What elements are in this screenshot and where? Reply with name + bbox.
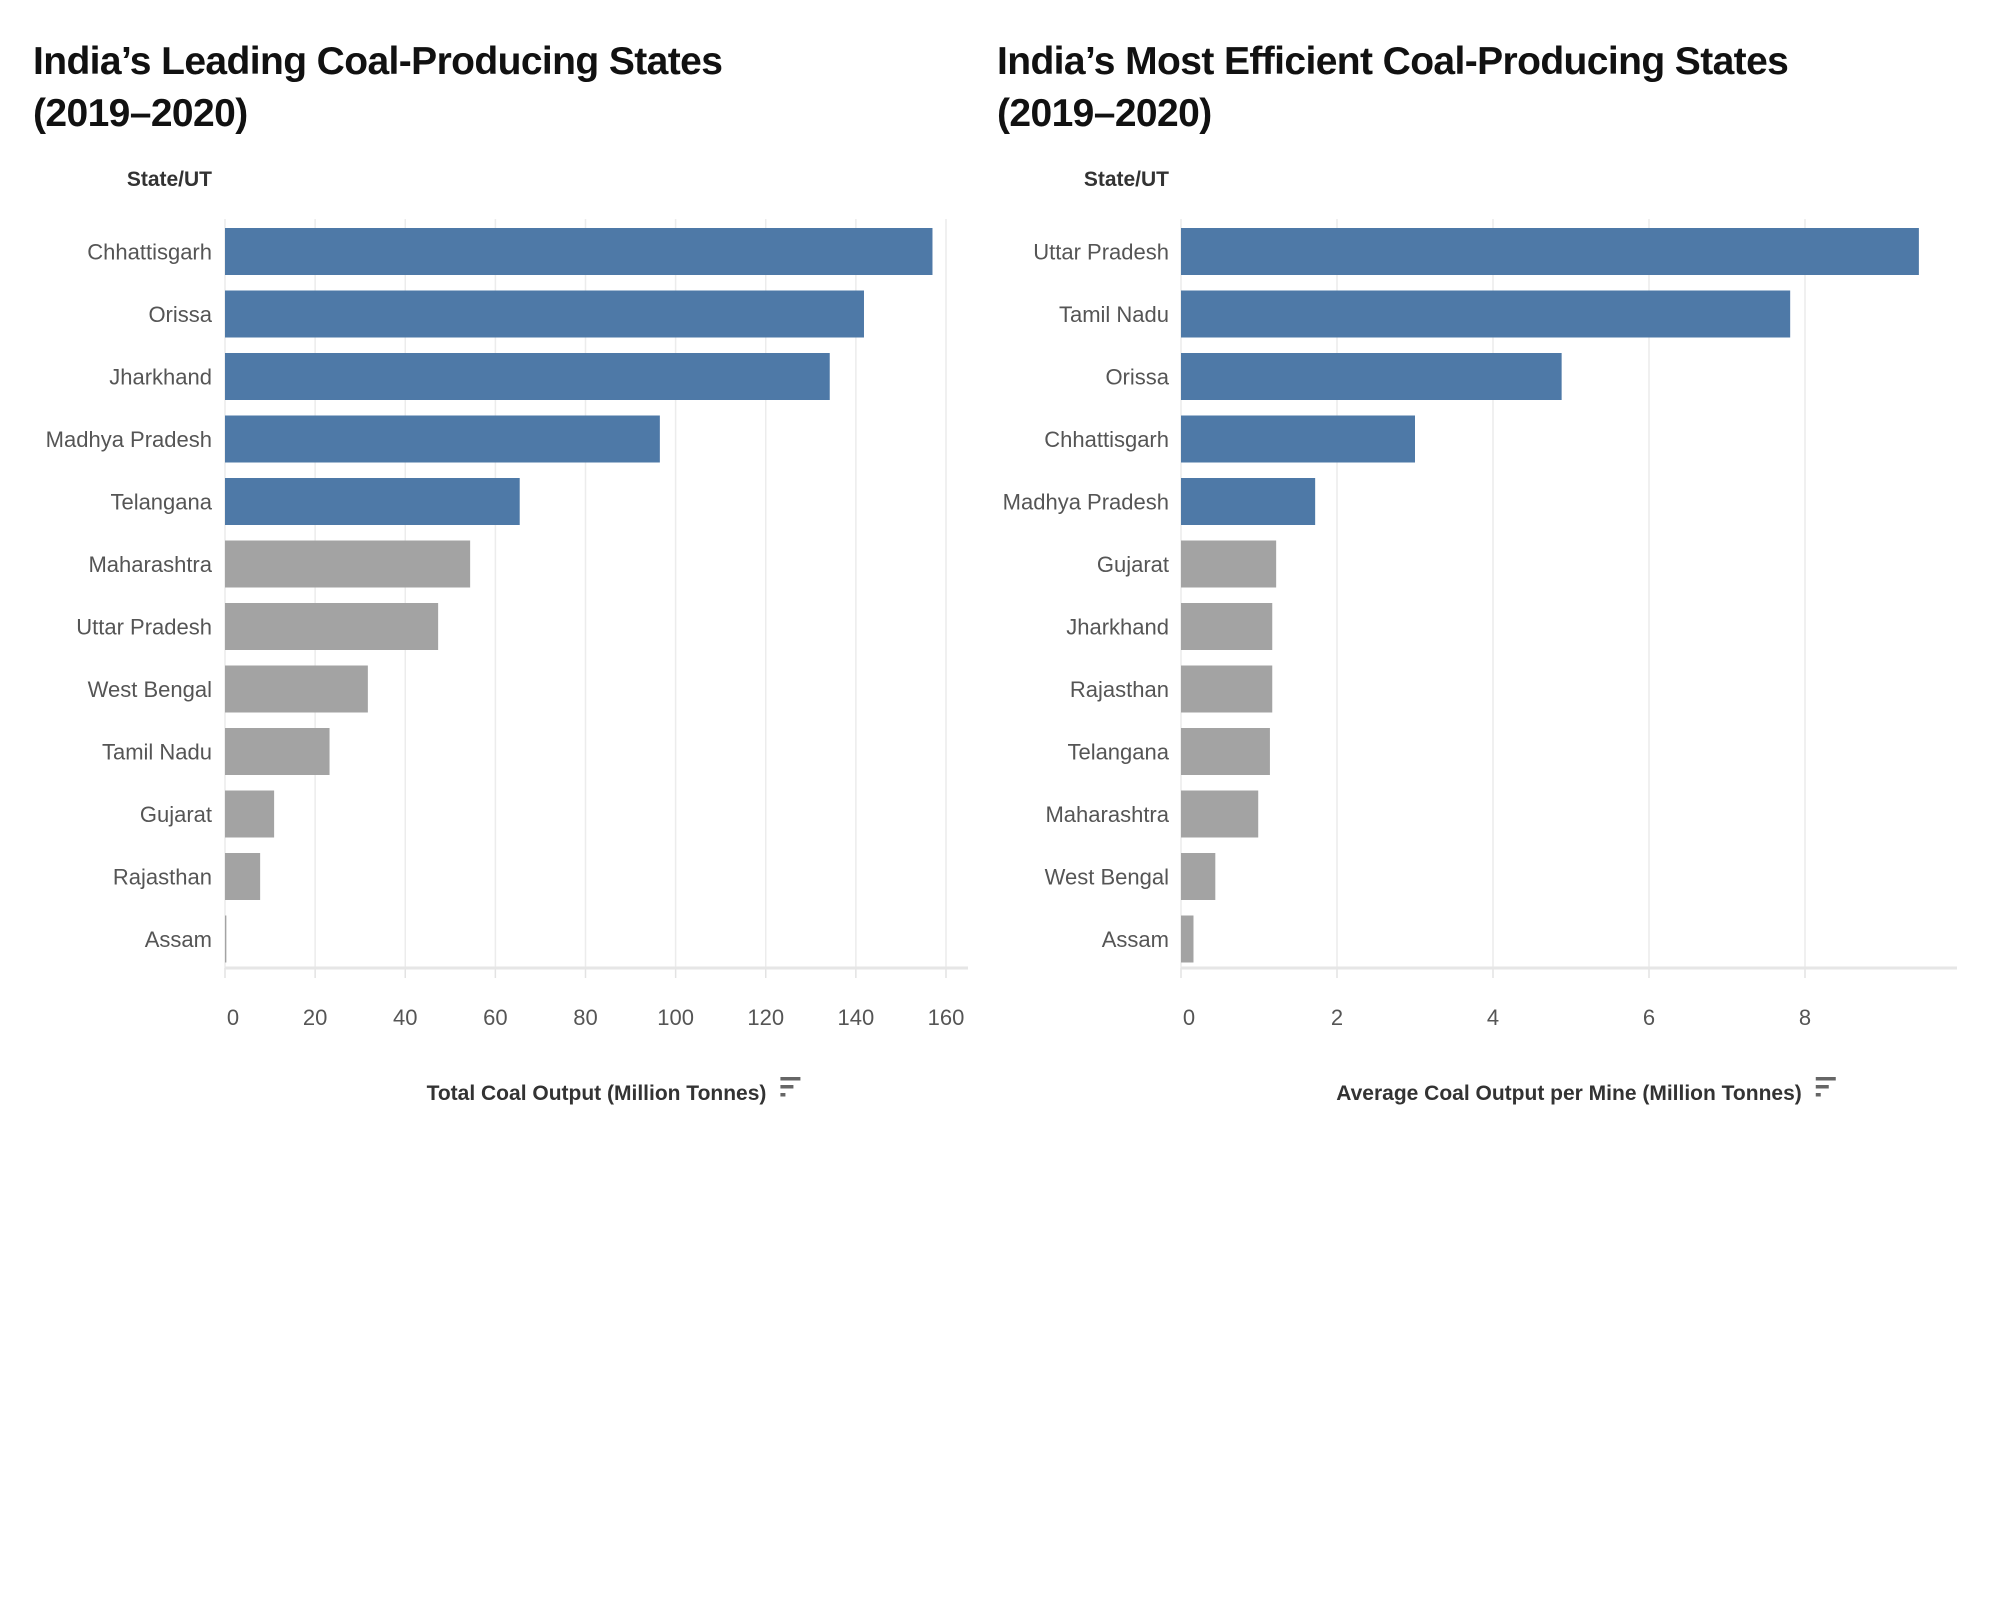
right-title-line-2: (2019–2020) [997, 92, 1212, 135]
left-bar-chart: 0 20 40 60 80 100 120 140 160 State/UT Chhattisgar… [46, 168, 968, 1105]
bar-gujarat[interactable] [1181, 540, 1277, 588]
category-label: Rajasthan [1070, 677, 1169, 702]
bar-jharkhand[interactable] [1181, 603, 1273, 650]
bar-orissa[interactable] [225, 290, 864, 338]
bar-west-bengal[interactable] [225, 665, 368, 713]
category-label: Tamil Nadu [102, 740, 212, 765]
category-label: Telangana [1067, 740, 1169, 765]
row-header: State/UT [1084, 168, 1169, 191]
x-tick-label: 0 [1183, 1005, 1195, 1030]
x-tick-label: 60 [483, 1005, 507, 1030]
x-tick-label: 80 [573, 1005, 597, 1030]
x-axis-title: Total Coal Output (Million Tonnes) [427, 1082, 767, 1105]
bar-maharashtra[interactable] [225, 540, 471, 588]
bar-chhattisgarh[interactable] [225, 228, 933, 275]
category-label: Chhattisgarh [87, 240, 212, 265]
x-tick-label: 160 [928, 1005, 965, 1030]
category-label: Tamil Nadu [1059, 302, 1169, 327]
bar-orissa[interactable] [1181, 353, 1562, 400]
bar-tamil-nadu[interactable] [1181, 290, 1791, 338]
bar-gujarat[interactable] [225, 790, 275, 838]
x-tick-label: 8 [1799, 1005, 1811, 1030]
bar-rajasthan[interactable] [225, 853, 261, 900]
right-bar-chart: 0 2 4 6 8 State/UT Uttar Pradesh Tamil Nadu Oris… [1003, 168, 1957, 1105]
left-chart-title: India’s Leading Coal-Producing States (2… [33, 36, 723, 140]
bar-telangana[interactable] [1181, 728, 1270, 775]
category-label: Gujarat [1097, 552, 1169, 577]
category-label: West Bengal [1045, 865, 1169, 890]
bar-uttar-pradesh[interactable] [1181, 228, 1919, 275]
x-tick-label: 2 [1331, 1005, 1343, 1030]
bar-jharkhand[interactable] [225, 353, 830, 400]
left-title-line-1: India’s Leading Coal-Producing States [33, 40, 723, 83]
bar-assam[interactable] [1181, 915, 1194, 963]
right-title-line-1: India’s Most Efficient Coal-Producing St… [997, 40, 1789, 83]
x-tick-label: 120 [747, 1005, 784, 1030]
left-title-line-2: (2019–2020) [33, 92, 248, 135]
bar-madhya-pradesh[interactable] [225, 415, 660, 463]
category-label: Uttar Pradesh [76, 615, 212, 640]
x-tick-label: 20 [303, 1005, 327, 1030]
category-label: Maharashtra [88, 552, 212, 577]
category-label: Rajasthan [113, 865, 212, 890]
category-label: Chhattisgarh [1044, 427, 1169, 452]
x-tick-label: 40 [393, 1005, 417, 1030]
bar-uttar-pradesh[interactable] [225, 603, 439, 650]
x-tick-label: 4 [1487, 1005, 1499, 1030]
sort-descending-icon[interactable] [780, 1077, 801, 1097]
category-label: Jharkhand [109, 365, 212, 390]
category-label: Jharkhand [1066, 615, 1169, 640]
category-label: Orissa [148, 302, 212, 327]
x-tick-label: 0 [227, 1005, 239, 1030]
category-label: Madhya Pradesh [46, 427, 212, 452]
category-label: Gujarat [140, 802, 212, 827]
x-axis-title: Average Coal Output per Mine (Million To… [1336, 1082, 1802, 1105]
category-label: Assam [1102, 927, 1169, 952]
x-tick-label: 100 [657, 1005, 694, 1030]
bar-madhya-pradesh[interactable] [1181, 478, 1316, 525]
bar-rajasthan[interactable] [1181, 665, 1273, 713]
category-label: Assam [145, 927, 212, 952]
bar-maharashtra[interactable] [1181, 790, 1259, 838]
x-tick-label: 140 [838, 1005, 875, 1030]
right-chart-title: India’s Most Efficient Coal-Producing St… [997, 36, 1789, 140]
category-label: Maharashtra [1045, 802, 1169, 827]
row-header: State/UT [127, 168, 212, 191]
category-label: Telangana [110, 490, 212, 515]
bar-chhattisgarh[interactable] [1181, 415, 1415, 463]
sort-descending-icon[interactable] [1815, 1077, 1836, 1097]
category-label: Madhya Pradesh [1003, 490, 1169, 515]
category-label: West Bengal [88, 677, 212, 702]
bar-tamil-nadu[interactable] [225, 728, 330, 775]
bar-telangana[interactable] [225, 478, 520, 525]
bar-assam[interactable] [225, 915, 227, 963]
bar-west-bengal[interactable] [1181, 853, 1216, 900]
x-tick-label: 6 [1643, 1005, 1655, 1030]
category-label: Uttar Pradesh [1033, 240, 1169, 265]
category-label: Orissa [1105, 365, 1169, 390]
